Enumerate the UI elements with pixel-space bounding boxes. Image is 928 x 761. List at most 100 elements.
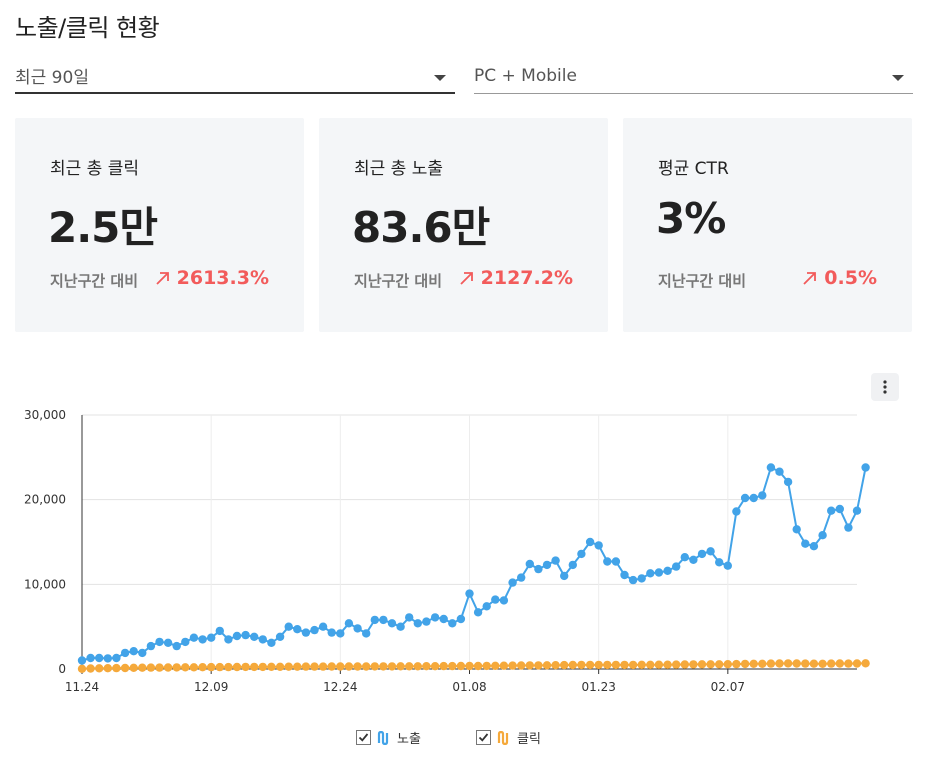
legend-checkbox[interactable] <box>356 730 371 745</box>
data-point <box>198 635 207 644</box>
data-point <box>482 602 491 611</box>
data-point <box>542 661 552 670</box>
data-point <box>181 663 190 672</box>
legend-checkbox[interactable] <box>476 730 491 745</box>
x-tick-label: 11.24 <box>65 680 99 694</box>
data-point <box>508 578 517 587</box>
data-point <box>465 661 474 671</box>
data-point <box>827 659 836 668</box>
data-point <box>318 662 328 671</box>
more-vertical-icon <box>883 380 887 394</box>
data-point <box>448 619 457 628</box>
data-point <box>775 467 784 476</box>
data-point <box>387 662 397 671</box>
data-point <box>396 662 405 671</box>
data-point <box>861 463 870 472</box>
data-point <box>852 659 862 668</box>
total-clicks-card: 최근 총 클릭 2.5만 지난구간 대비 2613.3% <box>15 118 304 332</box>
data-point <box>491 595 500 604</box>
data-point <box>749 493 758 503</box>
data-point <box>689 555 698 564</box>
x-tick-label: 01.08 <box>452 680 486 694</box>
data-point <box>844 523 853 532</box>
data-point <box>112 663 121 673</box>
data-point <box>499 596 509 605</box>
data-point <box>663 566 672 575</box>
data-point <box>353 624 362 633</box>
data-point <box>422 617 431 626</box>
data-point <box>517 661 526 670</box>
card-value: 2.5만 <box>48 203 158 252</box>
legend-item-clicks[interactable]: 클릭 <box>476 728 541 747</box>
legend-item-impressions[interactable]: 노출 <box>356 728 421 747</box>
data-point <box>611 660 621 670</box>
data-point <box>775 659 784 668</box>
data-point <box>198 663 207 672</box>
card-value: 83.6만 <box>352 203 490 252</box>
data-point <box>818 659 827 668</box>
data-point <box>163 663 173 672</box>
data-point <box>585 660 595 670</box>
data-point <box>620 660 629 670</box>
data-point <box>129 663 138 672</box>
period-select[interactable]: 최근 90일 <box>15 58 455 94</box>
data-point <box>241 630 250 640</box>
data-point <box>336 662 345 671</box>
card-change-value: 2127.2% <box>480 267 573 289</box>
page-title: 노출/클릭 현황 <box>15 14 160 42</box>
data-point <box>138 648 147 658</box>
y-tick-label: 0 <box>58 662 66 676</box>
data-point <box>818 531 827 540</box>
data-point <box>103 654 113 663</box>
data-point <box>672 562 681 571</box>
data-point <box>723 561 732 570</box>
data-point <box>542 560 552 570</box>
data-point <box>517 573 526 582</box>
data-point <box>568 660 577 670</box>
data-point <box>852 506 862 515</box>
device-select-value: PC + Mobile <box>474 65 577 86</box>
data-point <box>646 569 655 578</box>
data-point <box>456 661 466 671</box>
data-point <box>491 661 500 670</box>
data-point <box>353 662 362 671</box>
data-point <box>620 570 629 580</box>
data-point <box>534 661 543 670</box>
card-label: 최근 총 노출 <box>354 159 444 179</box>
data-point <box>232 631 242 641</box>
data-point <box>551 661 560 670</box>
data-point <box>672 660 681 669</box>
data-point <box>95 653 104 663</box>
card-compare-label: 지난구간 대비 <box>658 272 747 290</box>
y-axis: 0 10,000 20,000 30,000 <box>24 408 83 676</box>
y-tick-label: 20,000 <box>24 493 66 507</box>
data-point <box>697 660 707 669</box>
data-point <box>697 549 707 559</box>
data-point <box>766 659 776 668</box>
device-select[interactable]: PC + Mobile <box>474 58 913 94</box>
data-point <box>439 661 448 671</box>
data-point <box>293 625 302 634</box>
x-tick-label: 12.09 <box>194 680 228 694</box>
data-point <box>654 660 664 669</box>
data-point <box>215 662 224 672</box>
data-point <box>207 633 216 642</box>
chart-menu-button[interactable] <box>871 373 899 401</box>
data-point <box>740 659 750 669</box>
data-point <box>792 525 801 534</box>
chart-series <box>77 463 870 673</box>
data-point <box>379 615 388 625</box>
data-point <box>439 614 448 624</box>
data-point <box>809 659 819 668</box>
data-point <box>827 506 836 515</box>
data-point <box>758 491 767 500</box>
data-point <box>430 662 440 671</box>
data-point <box>482 661 491 671</box>
data-point <box>275 662 285 671</box>
data-point <box>628 660 638 670</box>
x-tick-label: 02.07 <box>711 680 745 694</box>
data-point <box>396 622 405 631</box>
data-point <box>250 632 259 641</box>
data-point <box>654 568 664 577</box>
data-point <box>224 635 233 644</box>
